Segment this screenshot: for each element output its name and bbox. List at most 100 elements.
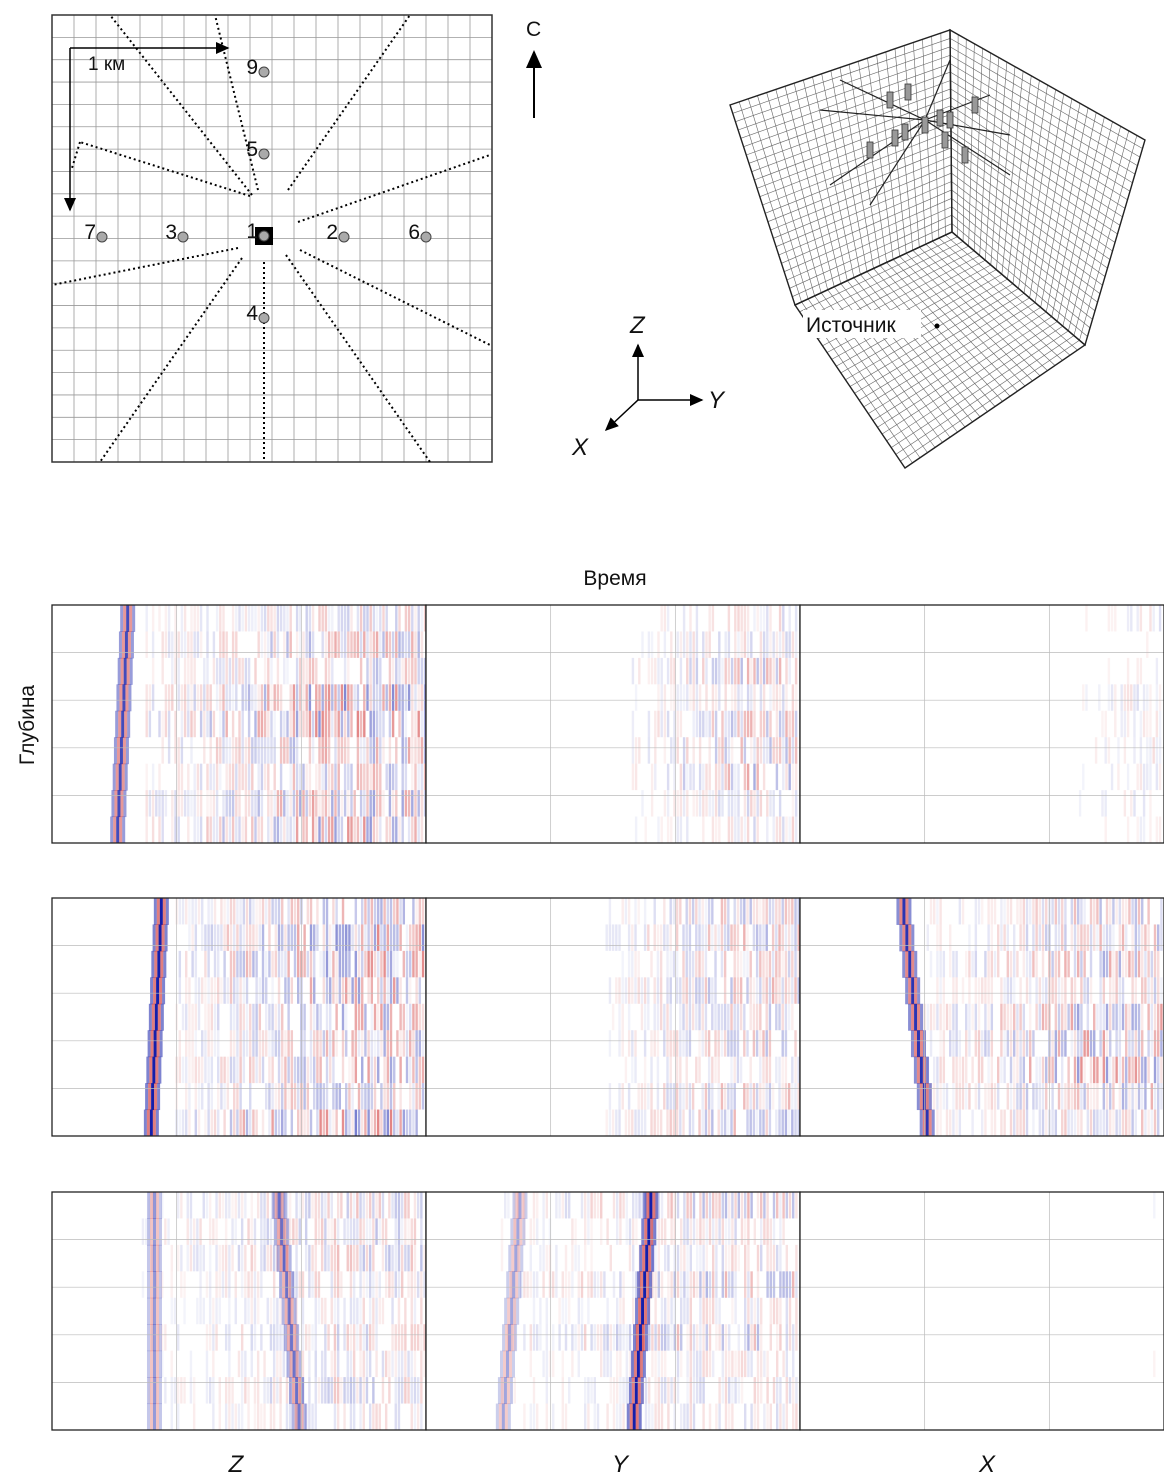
trace-stripe: [1042, 1004, 1044, 1030]
trace-stripe: [350, 1404, 352, 1430]
arrival-stripe: [153, 1192, 156, 1219]
trace-stripe: [273, 1298, 275, 1324]
trace-stripe: [211, 1110, 213, 1136]
trace-stripe: [239, 951, 241, 977]
trace-stripe: [766, 951, 768, 977]
arrival-stripe: [633, 1404, 636, 1431]
trace-stripe: [408, 790, 410, 816]
station: [421, 232, 431, 242]
arrival-stripe: [286, 1218, 289, 1245]
trace-stripe: [263, 1192, 265, 1218]
trace-stripe: [705, 1004, 707, 1030]
trace-stripe: [773, 631, 775, 657]
trace-stripe: [334, 790, 336, 816]
trace-stripe: [371, 924, 373, 950]
axes-3d: Z Y X: [571, 312, 726, 461]
trace-stripe: [565, 1245, 567, 1271]
trace-stripe: [1159, 737, 1161, 763]
trace-stripe: [235, 1298, 237, 1324]
trace-stripe: [403, 1030, 405, 1056]
trace-stripe: [615, 924, 617, 950]
trace-stripe: [286, 790, 288, 816]
trace-stripe: [331, 790, 333, 816]
trace-stripe: [1090, 1083, 1092, 1109]
trace-stripe: [1061, 1083, 1063, 1109]
trace-stripe: [407, 1192, 409, 1218]
trace-stripe: [712, 1245, 714, 1271]
trace-stripe: [350, 764, 352, 790]
trace-stripe: [302, 790, 304, 816]
trace-stripe: [1119, 1057, 1121, 1083]
trace-stripe: [325, 605, 327, 631]
cube-right-wall: [1024, 90, 1056, 294]
trace-stripe: [263, 1377, 265, 1403]
trace-stripe: [1058, 1030, 1060, 1056]
arrival-stripe: [505, 1324, 508, 1351]
trace-stripe: [225, 1324, 227, 1350]
trace-stripe: [772, 1083, 774, 1109]
trace-stripe: [773, 1298, 775, 1324]
trace-stripe: [734, 1377, 736, 1403]
trace-stripe: [1141, 924, 1143, 950]
trace-stripe: [233, 898, 235, 924]
trace-stripe: [792, 1351, 794, 1377]
trace-stripe: [350, 605, 352, 631]
trace-stripe: [388, 1245, 390, 1271]
trace-stripe: [302, 1324, 304, 1350]
trace-stripe: [991, 1004, 993, 1030]
trace-stripe: [644, 1110, 646, 1136]
trace-stripe: [407, 1218, 409, 1244]
trace-stripe: [753, 1110, 755, 1136]
trace-stripe: [635, 1192, 637, 1218]
trace-stripe: [357, 631, 359, 657]
trace-stripe: [1093, 1057, 1095, 1083]
trace-stripe: [370, 684, 372, 710]
trace-stripe: [328, 790, 330, 816]
arrival-stripe: [156, 1324, 159, 1351]
trace-stripe: [353, 1271, 355, 1297]
trace-stripe: [644, 977, 646, 1003]
trace-stripe: [197, 684, 199, 710]
arrival-stripe: [153, 1271, 156, 1298]
trace-stripe: [1138, 951, 1140, 977]
trace-stripe: [731, 817, 733, 843]
trace-stripe: [702, 1245, 704, 1271]
trace-stripe: [1136, 817, 1138, 843]
trace-stripe: [968, 1030, 970, 1056]
trace-stripe: [393, 898, 395, 924]
trace-stripe: [792, 1271, 794, 1297]
trace-stripe: [587, 1404, 589, 1430]
arrival-stripe: [162, 924, 165, 951]
trace-stripe: [779, 737, 781, 763]
trace-stripe: [795, 684, 797, 710]
trace-stripe: [734, 1271, 736, 1297]
trace-stripe: [682, 1083, 684, 1109]
arrival-stripe: [932, 1110, 935, 1137]
trace-stripe: [603, 1271, 605, 1297]
trace-stripe: [702, 1192, 704, 1218]
arrival-stripe: [144, 1110, 147, 1137]
trace-stripe: [331, 605, 333, 631]
trace-stripe: [332, 924, 334, 950]
trace-stripe: [619, 1324, 621, 1350]
trace-stripe: [722, 1377, 724, 1403]
trace-stripe: [302, 764, 304, 790]
trace-stripe: [347, 684, 349, 710]
trace-stripe: [1090, 1030, 1092, 1056]
trace-stripe: [1104, 790, 1106, 816]
trace-stripe: [731, 790, 733, 816]
arrival-stripe: [119, 631, 122, 658]
trace-stripe: [619, 1192, 621, 1218]
trace-stripe: [406, 1004, 408, 1030]
trace-stripe: [198, 977, 200, 1003]
trace-stripe: [721, 924, 723, 950]
trace-stripe: [142, 1218, 144, 1244]
trace-stripe: [619, 1298, 621, 1324]
trace-stripe: [329, 1057, 331, 1083]
trace-stripe: [584, 1324, 586, 1350]
trace-stripe: [654, 737, 656, 763]
trace-stripe: [219, 605, 221, 631]
trace-stripe: [281, 951, 283, 977]
trace-stripe: [991, 1057, 993, 1083]
arrival-stripe: [644, 1218, 647, 1245]
